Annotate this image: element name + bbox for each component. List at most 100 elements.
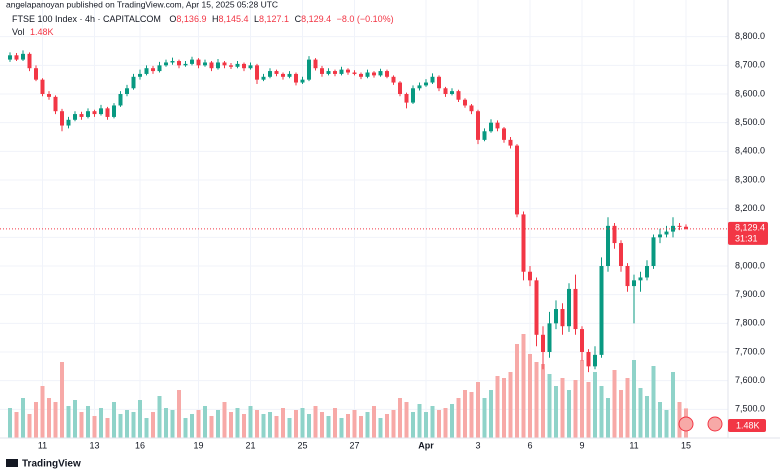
- candle-body: [294, 73, 298, 83]
- volume-bar: [203, 406, 207, 438]
- candle-body: [339, 69, 344, 74]
- volume-bar: [586, 382, 591, 438]
- candle-body: [411, 88, 415, 103]
- event-icon: [678, 416, 694, 432]
- volume-bar: [437, 410, 441, 438]
- candle-body: [365, 72, 370, 77]
- volume-bar: [658, 402, 662, 438]
- legend-key: C: [295, 14, 302, 24]
- candle-body: [157, 65, 162, 72]
- volume-bar: [346, 414, 350, 438]
- candle-body: [177, 61, 181, 66]
- candle-body: [261, 76, 266, 80]
- volume-bar: [274, 416, 279, 438]
- volume-bar: [547, 374, 552, 438]
- y-tick-label: 7,600.0: [735, 375, 765, 385]
- candle-body: [463, 99, 467, 106]
- candle-body: [515, 145, 519, 215]
- volume-bar: [612, 370, 617, 438]
- candle-body: [248, 65, 253, 69]
- candle-layer: [8, 50, 688, 373]
- legend-key: L: [254, 14, 259, 24]
- volume-bar: [541, 364, 545, 438]
- candle-body: [170, 61, 175, 63]
- candle-body: [112, 105, 116, 117]
- volume-bar: [105, 418, 110, 438]
- volume-bar: [339, 418, 344, 438]
- legend-value: 8,129.4: [301, 14, 331, 24]
- y-tick-label: 7,900.0: [735, 289, 765, 299]
- volume-bar: [235, 408, 240, 438]
- volume-bar: [294, 410, 298, 438]
- candle-body: [326, 71, 331, 74]
- candle-body: [346, 69, 350, 73]
- x-tick-label: 11: [38, 440, 47, 450]
- volume-key: Vol: [12, 27, 25, 37]
- candle-body: [359, 73, 363, 77]
- volume-bar: [222, 402, 227, 438]
- volume-bar: [66, 406, 71, 438]
- volume-bar: [664, 410, 669, 438]
- volume-bar: [47, 398, 51, 438]
- candle-body: [320, 68, 324, 74]
- candle-body: [274, 71, 279, 74]
- volume-bar: [625, 378, 630, 438]
- header: FTSE 100 Index · 4h · CAPITALCOM O8,136.…: [12, 14, 394, 24]
- volume-bar: [164, 408, 168, 438]
- candle-body: [242, 63, 246, 69]
- candle-body: [619, 243, 623, 266]
- volume-bar: [242, 414, 246, 438]
- candle-body: [398, 82, 402, 94]
- candle-body: [593, 354, 597, 367]
- candle-body: [40, 79, 45, 94]
- candle-body: [437, 76, 441, 89]
- volume-bar: [151, 412, 155, 438]
- volume-bar: [534, 362, 539, 438]
- candle-body: [222, 62, 227, 66]
- candle-body: [281, 73, 285, 77]
- x-tick-label: 11: [629, 440, 638, 450]
- candle-body: [229, 65, 233, 67]
- event-icon: [707, 416, 723, 432]
- volume-bar: [196, 410, 201, 438]
- x-tick-label: 13: [89, 440, 99, 450]
- volume-bar: [456, 398, 461, 438]
- volume-label-box: [728, 419, 766, 432]
- legend-key: O: [169, 14, 176, 24]
- candle-body: [196, 59, 201, 66]
- last-price-label: 8,129.4: [735, 222, 765, 232]
- candle-body: [417, 85, 422, 89]
- candle-body: [60, 111, 64, 126]
- volume-bar: [677, 402, 682, 438]
- volume-bar: [14, 412, 19, 438]
- logo-mark: [6, 459, 18, 467]
- candle-body: [560, 309, 565, 327]
- x-tick-label: 3: [475, 440, 480, 450]
- volume-bar: [34, 402, 38, 438]
- candle-body: [528, 271, 532, 281]
- candle-body: [586, 352, 591, 367]
- x-tick-label: 9: [579, 440, 584, 450]
- candle-body: [131, 76, 136, 89]
- candle-body: [632, 280, 636, 287]
- y-tick-label: 7,800.0: [735, 318, 765, 328]
- candle-body: [469, 105, 474, 112]
- candle-body: [547, 323, 552, 352]
- candle-body: [372, 72, 376, 76]
- candle-body: [580, 329, 584, 352]
- candle-body: [333, 71, 337, 74]
- volume-bar: [502, 378, 506, 438]
- candle-body: [677, 225, 682, 227]
- volume-layer: [8, 334, 688, 438]
- candle-body: [599, 266, 604, 355]
- volume-bar: [255, 410, 259, 438]
- candle-body: [235, 63, 240, 67]
- candle-body: [664, 231, 669, 235]
- volume-bar: [508, 372, 513, 438]
- volume-bar: [131, 412, 136, 438]
- y-tick-label: 8,600.0: [735, 88, 765, 98]
- volume-bar: [469, 392, 474, 438]
- volume-bar: [606, 398, 610, 438]
- volume-bar: [671, 372, 675, 438]
